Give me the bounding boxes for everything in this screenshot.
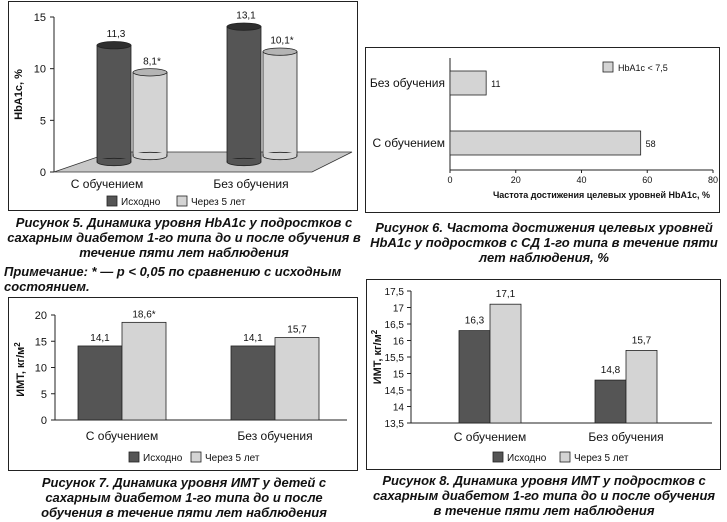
fig8-y-tick-label-5: 16 (393, 337, 405, 348)
fig5-bar-base-fill-1-0 (133, 153, 167, 156)
figure-7-panel: 0 5 10 15 20 ИМТ, кг/м2 14,1 14,1 18,6* 15,7 С обу… (8, 297, 358, 471)
fig6-category-label-1: С обучением (373, 136, 445, 150)
fig7-bar-0-0 (77, 345, 123, 421)
fig6-legend-swatch-0 (602, 61, 614, 73)
fig7-value-label-1-1: 15,7 (287, 325, 307, 336)
fig7-category-label-0: С обучением (86, 429, 158, 443)
fig5-bar-1-0 (132, 71, 168, 157)
fig8-y-tick-label-8: 17,5 (385, 287, 405, 298)
fig8-category-label-1: Без обучения (588, 430, 663, 444)
fig5-value-label-0-0: 11,3 (107, 29, 126, 40)
fig7-legend-label-0: Исходно (143, 453, 183, 464)
fig7-legend-swatch-0 (128, 451, 140, 463)
fig8-value-label-1-1: 15,7 (632, 335, 652, 346)
fig6-x-tick-label-1: 20 (511, 175, 521, 185)
fig8-y-tick-label-0: 13,5 (385, 419, 405, 430)
fig5-bar-base-fill-0-0 (97, 159, 131, 162)
fig5-bar-base-fill-0-1 (227, 159, 261, 162)
fig6-x-tick-label-2: 40 (576, 175, 586, 185)
fig7-bar-0-1 (230, 345, 276, 421)
fig8-y-axis-title: ИМТ, кг/м2 (370, 329, 384, 384)
fig5-value-label-1-0: 8,1* (143, 56, 161, 67)
fig8-y-tick-label-3: 15 (393, 370, 405, 381)
fig8-y-tick-label-6: 16,5 (385, 320, 405, 331)
fig8-legend-label-1: Через 5 лет (574, 453, 629, 464)
fig6-x-tick-label-0: 0 (447, 175, 452, 185)
fig7-value-label-1-0: 18,6* (132, 309, 155, 320)
fig5-category-label-1: Без обучения (213, 177, 288, 191)
fig5-legend-swatch-1 (176, 195, 188, 207)
fig6-legend-label-0: HbA1c < 7,5 (618, 63, 668, 73)
fig6-bar-1 (449, 130, 642, 156)
fig5-bar-top-1-0 (132, 68, 168, 77)
fig5-bar-0-0 (96, 44, 132, 163)
fig7-value-label-0-1: 14,1 (243, 333, 263, 344)
fig5-legend-label-0: Исходно (121, 197, 161, 208)
figure-5-panel: 0 5 10 15 HbA1c, % 11,3 13,1 8,1* 10,1* С обучени… (8, 1, 358, 211)
fig7-category-label-1: Без обучения (237, 429, 312, 443)
fig8-value-label-0-0: 16,3 (465, 316, 485, 327)
fig6-x-tick-label-3: 60 (642, 175, 652, 185)
fig7-y-axis-title: ИМТ, кг/м2 (13, 342, 27, 397)
fig8-legend-swatch-0 (492, 451, 504, 463)
fig5-y-tick-label-3: 15 (34, 12, 46, 24)
fig5-category-label-0: С обучением (71, 177, 143, 191)
fig7-value-label-0-0: 14,1 (90, 333, 110, 344)
fig5-bar-top-0-0 (96, 41, 132, 50)
fig6-category-label-0: Без обучения (370, 76, 445, 90)
fig7-bar-1-0 (121, 321, 167, 421)
fig8-legend-swatch-1 (559, 451, 571, 463)
fig5-bar-top-0-1 (226, 22, 262, 31)
fig5-y-tick-label-1: 5 (40, 115, 46, 127)
fig5-y-tick-label-2: 10 (34, 64, 46, 76)
fig5-value-label-0-1: 13,1 (236, 11, 256, 22)
fig5-bar-top-1-1 (262, 47, 298, 56)
fig8-y-tick-label-2: 14,5 (385, 386, 405, 397)
figure-7-caption: Рисунок 7. Динамика уровня ИМТ у детей с… (41, 475, 327, 520)
fig7-y-tick-label-1: 5 (41, 389, 47, 401)
fig8-y-tick-label-7: 17 (393, 304, 405, 315)
fig7-y-tick-label-2: 10 (35, 363, 47, 375)
fig8-value-label-0-1: 14,8 (601, 365, 621, 376)
figure-6-chart: 0 20 40 60 80 11 Без обучения 58 С обучением Част… (370, 58, 718, 200)
fig6-x-axis-title: Частота достижения целевых уровней HbA1c… (493, 190, 710, 200)
fig7-y-tick-label-0: 0 (41, 415, 47, 427)
fig7-y-tick-label-4: 20 (35, 310, 47, 322)
fig8-y-tick-label-1: 14 (393, 403, 405, 414)
fig5-y-tick-label-0: 0 (40, 167, 46, 179)
fig6-value-label-1: 58 (646, 139, 656, 149)
fig8-bar-0-1 (594, 379, 627, 424)
fig5-bar-0-1 (226, 26, 262, 163)
fig5-bar-1-1 (262, 51, 298, 157)
fig6-x-tick-label-4: 80 (708, 175, 718, 185)
figure-5-chart: 0 5 10 15 HbA1c, % 11,3 13,1 8,1* 10,1* С обучени… (13, 11, 353, 208)
figure-8-caption: Рисунок 8. Динамика уровня ИМТ у подрост… (372, 473, 716, 518)
figure-8-panel: 13,5 14 14,5 15 15,5 16 16,5 17 17,5 ИМТ, кг/м2 16… (366, 279, 721, 470)
fig8-bar-0-0 (458, 330, 491, 424)
fig6-value-label-0: 11 (491, 79, 500, 89)
fig5-legend-swatch-0 (106, 195, 118, 207)
fig8-bar-1-0 (489, 303, 522, 424)
fig8-value-label-1-0: 17,1 (496, 289, 516, 300)
significance-note: Примечание: * — p < 0,05 по сравнению с … (4, 264, 342, 294)
figure-8-chart: 13,5 14 14,5 15 15,5 16 16,5 17 17,5 ИМТ, кг/м2 16… (370, 287, 712, 464)
fig7-y-tick-label-3: 15 (35, 336, 47, 348)
figure-6-caption: Рисунок 6. Частота достижения целевых ур… (370, 220, 718, 265)
fig5-value-label-1-1: 10,1* (270, 36, 293, 47)
fig8-legend-label-0: Исходно (507, 453, 547, 464)
figure-6-panel: 0 20 40 60 80 11 Без обучения 58 С обучением Част… (365, 47, 720, 213)
fig6-bar-0 (449, 70, 487, 96)
fig8-bar-1-1 (625, 350, 658, 424)
fig8-y-tick-label-4: 15,5 (385, 353, 405, 364)
figure-7-chart: 0 5 10 15 20 ИМТ, кг/м2 14,1 14,1 18,6* 15,7 С обу… (13, 309, 347, 464)
fig8-category-label-0: С обучением (454, 430, 526, 444)
fig7-legend-swatch-1 (190, 451, 202, 463)
fig5-y-axis-title: HbA1c, % (13, 69, 25, 120)
fig5-bar-base-fill-1-1 (263, 153, 297, 156)
fig7-bar-1-1 (274, 337, 320, 421)
fig5-legend-label-1: Через 5 лет (191, 197, 246, 208)
figure-5-caption: Рисунок 5. Динамика уровня HbA1c у подро… (7, 215, 361, 260)
fig7-legend-label-1: Через 5 лет (205, 453, 260, 464)
